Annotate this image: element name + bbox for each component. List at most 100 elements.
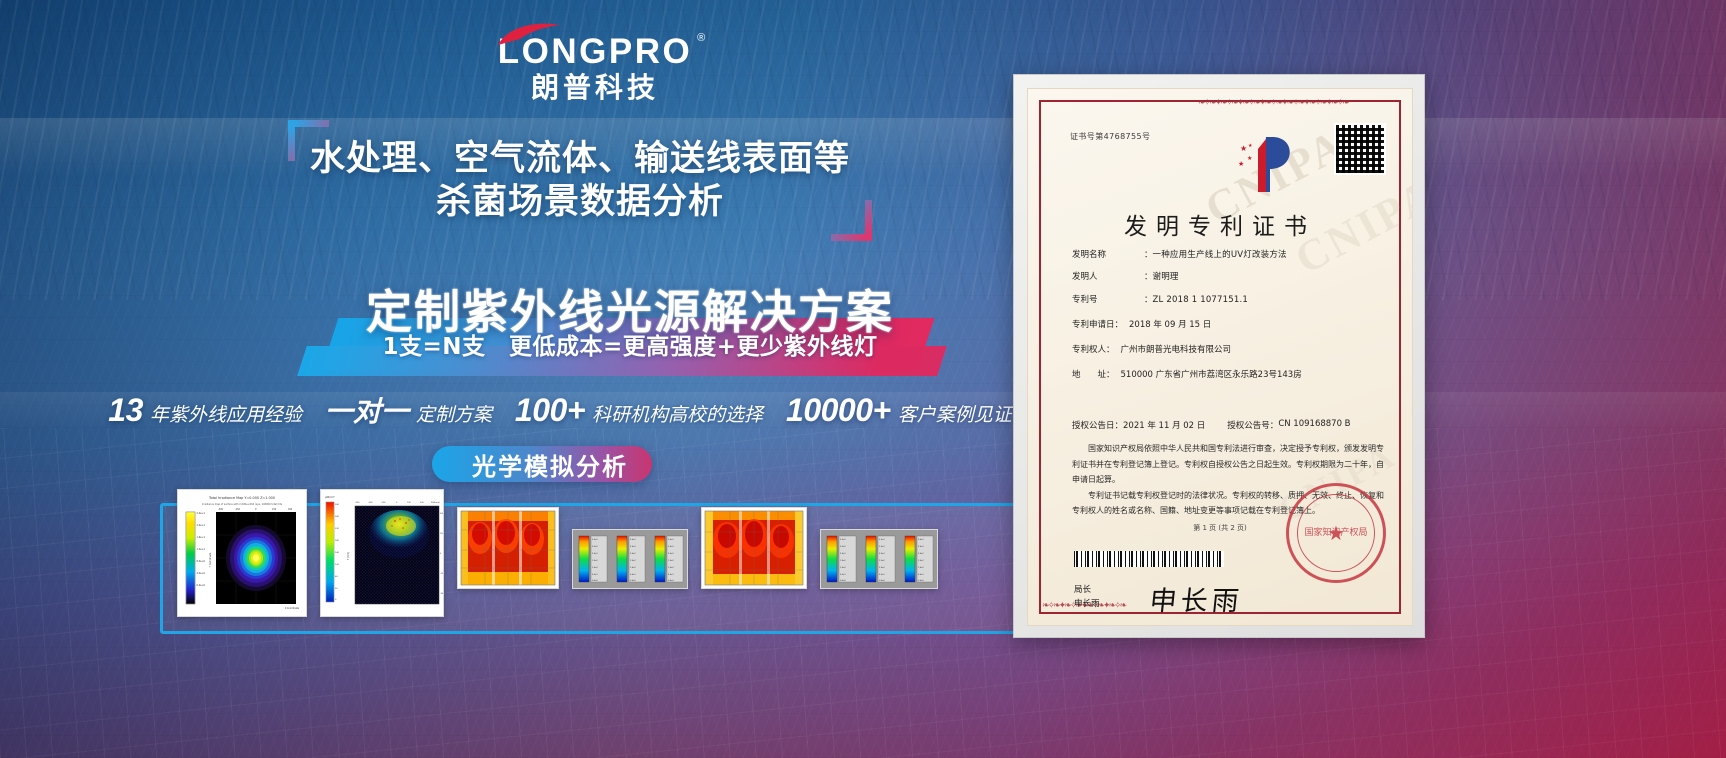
svg-text:1.2e+1: 1.2e+1	[197, 548, 206, 551]
svg-text:3.0e2: 3.0e2	[840, 539, 846, 541]
svg-text:1.0e2: 1.0e2	[918, 567, 924, 569]
background-light-band	[0, 118, 1726, 176]
svg-text:5.0e1: 5.0e1	[879, 574, 885, 576]
certificate-field-row: 专利号 ： ZL 2018 1 1077151.1	[1072, 294, 1386, 305]
field-label: 专利号	[1072, 294, 1098, 305]
svg-text:Y Coordinate: Y Coordinate	[209, 552, 212, 567]
svg-text:1.6e+1: 1.6e+1	[197, 536, 206, 539]
svg-text:2.4e+1: 2.4e+1	[197, 512, 206, 515]
svg-text:1.0e2: 1.0e2	[630, 567, 636, 569]
patent-certificate[interactable]: ❧✧❧✦❧✧❧✦❧✧❧✦❧✧❧✦❧✧❧✦❧✧❧✦❧✧❧ ❧✧❧✦❧✧❧✦❧✧❧✦…	[1013, 74, 1425, 638]
svg-text:60: 60	[335, 576, 338, 578]
svg-text:300: 300	[335, 504, 340, 506]
svg-text:-150: -150	[440, 573, 444, 575]
certificate-inner: ❧✧❧✦❧✧❧✦❧✧❧✦❧✧❧✦❧✧❧✦❧✧❧✦❧✧❧ ❧✧❧✦❧✧❧✦❧✧❧✦…	[1027, 88, 1413, 626]
svg-text:0: 0	[255, 508, 257, 511]
certificate-border	[1039, 100, 1401, 614]
stat-label: 科研机构高校的选择	[592, 404, 764, 426]
svg-text:2.0e2: 2.0e2	[840, 553, 846, 555]
apply-date-label: 专利申请日：	[1072, 320, 1124, 331]
stat-number: 100+	[514, 392, 586, 428]
svg-text:2.0e2: 2.0e2	[918, 553, 924, 555]
brand-logo[interactable]: LONGPRO ® 朗普科技	[480, 23, 710, 104]
svg-text:2.5e2: 2.5e2	[840, 546, 846, 548]
seal-inner-text: 国家知识产权局	[1297, 494, 1375, 572]
owner-label: 专利权人：	[1072, 345, 1115, 356]
logo-chinese-name: 朗普科技	[530, 71, 659, 104]
svg-text:3.0e2: 3.0e2	[879, 539, 885, 541]
colorbar-triple-a[interactable]: 3.0e2 2.5e2 2.0e2 1.5e2 1.0e2 5.0e1 0.0e0 3.…	[572, 529, 688, 589]
address-label: 地 址：	[1072, 370, 1115, 381]
contour-plot-irradiance[interactable]: Total Irradiance Map Y=0.000 Z=1.000 Irr…	[177, 489, 307, 617]
field-label: 发明名称	[1072, 250, 1107, 260]
apply-date-value: 2018 年 09 月 15 日	[1129, 320, 1212, 331]
svg-text:4.0e+0: 4.0e+0	[197, 572, 206, 575]
stat-item: 一对一 定制方案	[325, 390, 492, 430]
stat-item: 13 年紫外线应用经验	[108, 392, 302, 429]
svg-text:5.0e1: 5.0e1	[630, 574, 636, 576]
stat-number: 13	[108, 392, 143, 428]
svg-text:2.5e2: 2.5e2	[918, 546, 924, 548]
svg-text:0.0e0: 0.0e0	[668, 580, 674, 582]
field-colon: ：	[1144, 250, 1153, 260]
certificate-body-paragraph-2: 专利证书记载专利权登记时的法律状况。专利权的转移、质押、无效、终止、恢复和专利权…	[1072, 490, 1384, 516]
svg-text:100: 100	[335, 564, 340, 566]
certificate-fields: 发明名称 ： 一种应用生产线上的UV灯改装方法 发明人 ： 谢明理 专利号 ： …	[1072, 250, 1386, 393]
svg-text:0: 0	[440, 553, 442, 555]
logo-wordmark-wrap: LONGPRO ®	[497, 23, 705, 69]
svg-text:300: 300	[440, 513, 444, 515]
official-seal: 国家知识产权局 ★	[1286, 483, 1386, 583]
grant-no-label: 授权公告号：	[1227, 421, 1279, 431]
svg-text:-100: -100	[381, 502, 386, 504]
optical-simulation-badge[interactable]: 光学模拟分析	[432, 446, 652, 482]
svg-text:1.5e2: 1.5e2	[630, 560, 636, 562]
svg-text:2.0e2: 2.0e2	[879, 553, 885, 555]
field-value: 一种应用生产线上的UV灯改装方法	[1152, 250, 1287, 260]
headline-line-2: 杀菌场景数据分析	[435, 182, 724, 223]
stat-item: 100+ 科研机构高校的选择	[515, 392, 763, 429]
svg-text:3.0e2: 3.0e2	[668, 539, 674, 541]
grant-date-value: 2021 年 11 月 02 日	[1123, 421, 1206, 431]
svg-text:220: 220	[335, 528, 340, 530]
svg-text:1.5e2: 1.5e2	[840, 560, 846, 562]
stats-row: 13 年紫外线应用经验 一对一 定制方案 100+ 科研机构高校的选择 1000…	[105, 390, 1015, 430]
svg-text:0: 0	[335, 599, 337, 601]
heatmap-panel-wide[interactable]	[457, 507, 559, 589]
svg-text:2.5e2: 2.5e2	[630, 546, 636, 548]
field-value: ZL 2018 1 1077151.1	[1152, 294, 1248, 305]
svg-text:★: ★	[1247, 155, 1252, 162]
colorbar-triple-b[interactable]: 3.0e2 2.5e2 2.0e2 1.5e2 1.0e2 5.0e1 0.0e0 3.…	[820, 529, 938, 589]
svg-text:-300: -300	[218, 508, 224, 511]
certificate-owner-row: 专利权人： 广州市朗普光电科技有限公司	[1072, 343, 1386, 355]
seal-star-icon: ★	[1327, 522, 1345, 545]
headline-line-1: 水处理、空气流体、输送线表面等	[309, 139, 850, 179]
main-title: 定制紫外线光源解决方案	[366, 285, 894, 339]
svg-text:8.0e+0: 8.0e+0	[197, 560, 206, 563]
svg-text:0.0e0: 0.0e0	[879, 580, 885, 582]
headline-block: 水处理、空气流体、输送线表面等 杀菌场景数据分析	[288, 120, 872, 241]
svg-text:5.0e1: 5.0e1	[592, 574, 598, 576]
svg-text:5.0e1: 5.0e1	[840, 574, 846, 576]
svg-text:2.5e2: 2.5e2	[879, 546, 885, 548]
svg-text:0.0e0: 0.0e0	[592, 580, 598, 582]
svg-text:1.0e2: 1.0e2	[668, 567, 674, 569]
svg-text:200: 200	[420, 502, 425, 504]
owner-value: 广州市朗普光电科技有限公司	[1120, 345, 1232, 356]
svg-text:1.5e2: 1.5e2	[592, 560, 598, 562]
svg-text:5.0e1: 5.0e1	[668, 574, 674, 576]
field-label: 发明人	[1072, 272, 1098, 283]
svg-text:Irradiance map of surface with: Irradiance map of surface with 2.000e+00…	[202, 503, 283, 506]
certificate-body: 国家知识产权局依照中华人民共和国专利法进行审查，决定授予专利权，颁发发明专利证书…	[1072, 441, 1384, 519]
svg-text:150: 150	[440, 533, 444, 535]
svg-text:3.0e2: 3.0e2	[918, 539, 924, 541]
svg-text:5.0e1: 5.0e1	[918, 574, 924, 576]
stat-label: 年紫外线应用经验	[149, 404, 302, 426]
svg-text:★: ★	[1238, 160, 1244, 168]
stat-label: 客户案例见证	[897, 404, 1012, 426]
certificate-field-row: 发明人 ： 谢明理	[1072, 272, 1386, 283]
cnipa-emblem-icon: ★★ ★★	[1238, 137, 1290, 192]
heatmap-panel-wide-2[interactable]	[701, 507, 807, 589]
registered-trademark-icon: ®	[697, 32, 706, 44]
